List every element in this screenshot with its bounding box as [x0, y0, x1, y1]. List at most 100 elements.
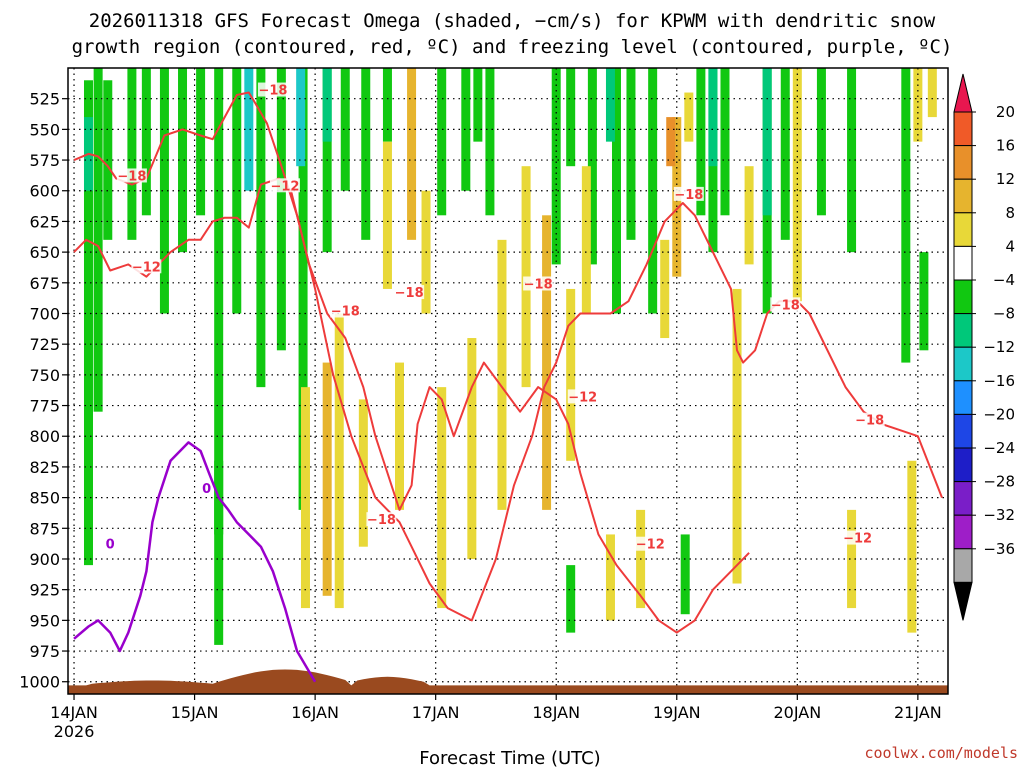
y-tick-label: 600 — [29, 182, 60, 201]
x-tick-label: 14JAN — [50, 703, 98, 722]
y-tick-label: 675 — [29, 274, 60, 293]
colorbar-label: −24 — [983, 439, 1015, 457]
omega-band — [816, 68, 826, 216]
contour-label-bg — [269, 178, 300, 193]
y-tick-label: 950 — [29, 611, 60, 630]
axes: 525 550 575 600 625 650 675 700 725 750 775 800 825 8… — [19, 67, 949, 741]
y-tick-label: 700 — [29, 304, 60, 323]
colorbar-swatch — [953, 212, 973, 247]
contour-label: −18 — [524, 277, 553, 292]
y-tick-label: 575 — [29, 151, 60, 170]
omega-band — [605, 68, 615, 142]
plot-frame — [67, 67, 949, 695]
y-tick-label: 975 — [29, 642, 60, 661]
colorbar-label: 20 — [996, 103, 1015, 121]
omega-band — [744, 166, 754, 265]
x-tick-label: 18JAN — [532, 703, 580, 722]
omega-band — [566, 565, 576, 633]
omega-band — [542, 215, 552, 510]
contour-label-bg — [770, 297, 801, 312]
omega-band — [901, 68, 911, 363]
colorbar-label: −4 — [993, 271, 1015, 289]
omega-band — [696, 68, 706, 216]
contour-label: −18 — [771, 298, 800, 313]
plot-area: −18 −12 −18 −12 −18 −18 −18 −18 −12 −12 −18 −18 −18 −… — [68, 68, 948, 694]
colorbar-swatch — [953, 514, 973, 550]
contour-label: −12 — [636, 538, 665, 553]
contour-label: −12 — [843, 532, 872, 547]
omega-band — [244, 68, 254, 191]
y-tick-label: 1000 — [19, 673, 60, 692]
contour-label: −18 — [367, 513, 396, 528]
omega-band — [437, 68, 447, 216]
contour-label: −18 — [674, 188, 703, 203]
title-line-1: 2026011318 GFS Forecast Omega (shaded, −… — [89, 10, 936, 32]
colorbar-label: 8 — [1005, 204, 1015, 222]
y-tick-label: 775 — [29, 397, 60, 416]
colorbar-label: −12 — [983, 338, 1015, 356]
y-tick-label: 550 — [29, 120, 60, 139]
omega-band — [298, 68, 308, 510]
colorbar-swatch — [953, 279, 973, 315]
omega-band — [587, 68, 597, 265]
colorbar-label: 4 — [1005, 237, 1015, 255]
omega-band — [666, 117, 676, 167]
contour-label: −18 — [117, 169, 146, 184]
y-tick-label: 825 — [29, 458, 60, 477]
omega-band — [407, 68, 417, 240]
source-credit: coolwx.com/models — [864, 744, 1018, 762]
omega-band — [178, 68, 188, 253]
omega-band — [927, 68, 937, 118]
contour-label-bg — [854, 412, 885, 427]
colorbar-swatch — [953, 313, 973, 348]
freezing-level-label: 0 — [106, 537, 115, 552]
omega-band — [648, 68, 658, 314]
contour-label-bg — [673, 186, 704, 201]
omega-band — [232, 68, 242, 314]
y-tick-label: 875 — [29, 519, 60, 538]
contour-label-bg — [330, 303, 361, 318]
omega-band — [93, 68, 103, 412]
colorbar-swatch — [953, 447, 973, 483]
omega-band — [159, 68, 169, 314]
omega-band — [340, 68, 350, 191]
omega-band — [497, 239, 507, 510]
omega-band — [127, 68, 137, 240]
omega-band — [611, 68, 621, 314]
colorbar-swatch — [953, 548, 973, 583]
colorbar-label: −36 — [983, 540, 1015, 558]
x-tick-label: 15JAN — [171, 703, 219, 722]
colorbar-label: −28 — [983, 473, 1015, 491]
contour-label: −12 — [132, 260, 161, 275]
colorbar-label: 12 — [996, 170, 1015, 188]
omega-band — [334, 313, 344, 609]
y-tick-label: 525 — [29, 90, 60, 109]
omega-band — [708, 68, 718, 167]
contour-label-bg — [842, 530, 873, 545]
contour-label: −12 — [568, 390, 597, 405]
colorbar: 20 16 12 8 4 −4 −8 −12 −16 −20 −24 −28 −32 −36 — [953, 73, 1015, 621]
x-tick-sublabel: 2026 — [54, 722, 95, 741]
colorbar-bottom-arrow — [953, 581, 973, 621]
contour-label-bg — [366, 512, 397, 527]
omega-band — [581, 166, 591, 314]
contour-label-bg — [131, 259, 162, 274]
omega-band — [605, 534, 615, 621]
omega-band — [732, 288, 742, 584]
omega-band — [361, 68, 371, 240]
chart-title: 2026011318 GFS Forecast Omega (shaded, −… — [72, 10, 953, 58]
colorbar-swatch — [953, 245, 973, 281]
colorbar-label: −8 — [993, 305, 1015, 323]
colorbar-label: −16 — [983, 372, 1015, 390]
contour-label: −18 — [258, 84, 287, 99]
y-tick-label: 800 — [29, 427, 60, 446]
omega-band — [473, 68, 483, 142]
omega-band — [847, 68, 857, 253]
omega-band — [626, 68, 636, 240]
omega-band — [461, 68, 471, 191]
colorbar-swatch — [953, 111, 973, 147]
omega-band — [551, 68, 561, 265]
colorbar-label: 16 — [996, 137, 1015, 155]
contour-label-bg — [635, 536, 666, 551]
